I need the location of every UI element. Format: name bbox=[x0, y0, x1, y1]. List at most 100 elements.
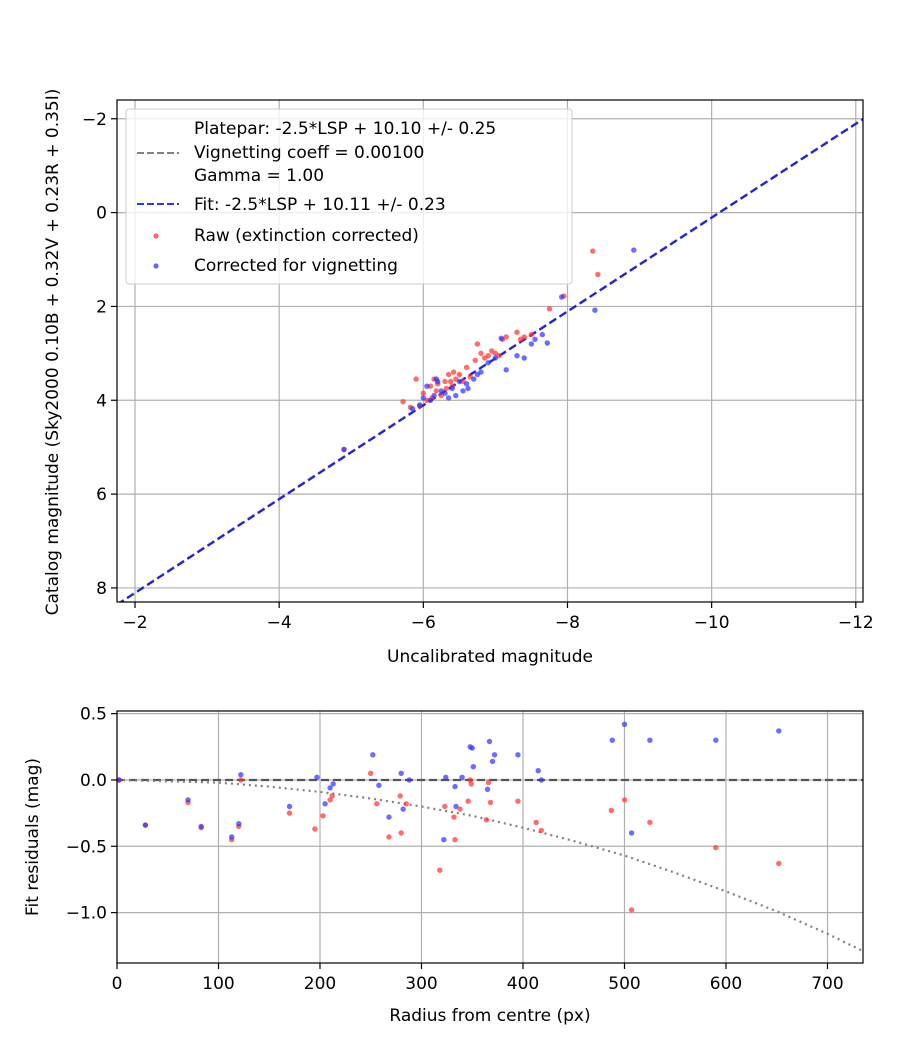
top-point-raw bbox=[463, 364, 470, 371]
top-point-raw bbox=[413, 376, 419, 382]
top-x-ticks: −2 −4 −6 −8 −10 −12 bbox=[122, 602, 874, 633]
bottom-point-raw bbox=[713, 844, 719, 851]
bottom-point-corrected bbox=[486, 738, 493, 745]
top-points bbox=[341, 247, 637, 453]
top-point-corrected bbox=[528, 341, 535, 347]
bottom-x-tick-label: 100 bbox=[202, 974, 234, 994]
top-point-raw bbox=[450, 369, 457, 375]
top-x-tick-label: −2 bbox=[122, 613, 147, 633]
legend-fit: Fit: -2.5*LSP + 10.11 +/- 0.23 bbox=[194, 195, 446, 215]
top-point-corrected bbox=[420, 395, 426, 401]
bottom-point-corrected bbox=[322, 801, 328, 807]
bottom-point-raw bbox=[468, 781, 474, 787]
bottom-y-ticks: 0.5 0.0 −0.5 −1.0 bbox=[66, 705, 117, 924]
legend-corrected: Corrected for vignetting bbox=[194, 256, 398, 276]
top-x-axis-label: Uncalibrated magnitude bbox=[387, 647, 593, 667]
residuals-scatter-chart: 0 100 200 300 400 500 600 700 0.5 0.0 −0.5 −1.0 Ra… bbox=[23, 705, 864, 1026]
top-point-corrected bbox=[471, 376, 477, 382]
bottom-point-raw bbox=[487, 799, 494, 806]
bottom-x-axis-label: Radius from centre (px) bbox=[389, 1006, 590, 1026]
bottom-point-raw bbox=[327, 797, 333, 803]
top-point-corrected bbox=[417, 402, 423, 408]
bottom-x-tick-label: 700 bbox=[811, 974, 843, 994]
bottom-point-raw bbox=[386, 834, 392, 840]
bottom-point-corrected bbox=[538, 777, 544, 783]
top-x-tick-label: −8 bbox=[555, 613, 580, 633]
top-point-corrected bbox=[427, 397, 434, 403]
bottom-point-corrected bbox=[238, 772, 244, 778]
bottom-point-raw bbox=[776, 860, 782, 867]
top-point-corrected bbox=[456, 378, 463, 385]
bottom-point-corrected bbox=[459, 774, 465, 780]
bottom-point-corrected bbox=[470, 764, 476, 770]
bottom-point-raw bbox=[451, 814, 457, 820]
bottom-point-raw bbox=[397, 793, 403, 799]
bottom-point-corrected bbox=[515, 752, 521, 758]
calibration-scatter-chart: −2 −4 −6 −8 −10 −12 −2 0 2 4 6 8 Uncalibrated magn… bbox=[43, 89, 874, 667]
top-point-raw bbox=[474, 341, 481, 347]
bottom-point-raw bbox=[452, 837, 458, 843]
top-point-raw bbox=[590, 248, 596, 254]
top-y-tick-label: 8 bbox=[96, 579, 107, 599]
top-point-corrected bbox=[544, 340, 550, 346]
bottom-point-raw bbox=[320, 813, 326, 819]
top-point-corrected bbox=[449, 385, 455, 392]
top-point-corrected bbox=[424, 383, 430, 389]
top-point-corrected bbox=[478, 369, 484, 375]
bottom-grid bbox=[116, 711, 863, 963]
bottom-x-tick-label: 200 bbox=[304, 974, 336, 994]
bottom-y-tick-label: −0.5 bbox=[66, 837, 107, 857]
bottom-point-raw bbox=[374, 801, 380, 807]
bottom-point-corrected bbox=[609, 737, 615, 743]
top-point-corrected bbox=[453, 392, 459, 399]
bottom-x-ticks: 0 100 200 300 400 500 600 700 bbox=[112, 963, 844, 994]
bottom-point-corrected bbox=[621, 721, 628, 727]
top-point-corrected bbox=[431, 392, 437, 399]
top-point-corrected bbox=[532, 336, 538, 342]
bottom-point-corrected bbox=[443, 774, 449, 780]
top-point-raw bbox=[521, 334, 527, 340]
top-point-raw bbox=[472, 357, 478, 364]
top-point-corrected bbox=[539, 331, 545, 338]
bottom-line-vignetting-curve bbox=[117, 778, 863, 953]
bottom-point-corrected bbox=[286, 803, 293, 810]
top-point-raw bbox=[478, 350, 484, 356]
legend-vignetting: Vignetting coeff = 0.00100 bbox=[194, 143, 424, 163]
top-point-raw bbox=[433, 388, 439, 394]
bottom-point-raw bbox=[515, 798, 521, 804]
bottom-point-corrected bbox=[489, 758, 496, 765]
top-point-raw bbox=[528, 331, 535, 338]
bottom-x-tick-label: 500 bbox=[608, 974, 640, 994]
top-point-corrected bbox=[521, 355, 527, 361]
bottom-x-tick-label: 400 bbox=[507, 974, 539, 994]
top-x-tick-label: −4 bbox=[267, 613, 292, 633]
top-point-corrected bbox=[460, 388, 466, 394]
bottom-point-corrected bbox=[142, 822, 149, 828]
bottom-y-tick-label: 0.0 bbox=[80, 771, 107, 791]
bottom-point-corrected bbox=[370, 752, 376, 758]
top-point-corrected bbox=[514, 353, 520, 359]
legend-corrected-marker bbox=[153, 263, 159, 269]
bottom-point-raw bbox=[608, 807, 614, 814]
bottom-point-corrected bbox=[484, 786, 491, 792]
bottom-point-raw bbox=[483, 817, 490, 823]
bottom-point-raw bbox=[538, 827, 544, 834]
bottom-point-corrected bbox=[314, 774, 320, 780]
bottom-point-corrected bbox=[398, 770, 404, 776]
bottom-point-corrected bbox=[400, 806, 406, 812]
top-point-corrected bbox=[445, 395, 452, 401]
bottom-point-corrected bbox=[236, 821, 242, 827]
bottom-y-tick-label: −1.0 bbox=[66, 904, 107, 924]
top-point-corrected bbox=[435, 378, 441, 385]
top-point-corrected bbox=[592, 307, 598, 313]
bottom-point-corrected bbox=[376, 782, 382, 788]
top-point-corrected bbox=[442, 390, 448, 396]
top-y-tick-label: 4 bbox=[96, 391, 107, 411]
legend: Platepar: -2.5*LSP + 10.10 +/- 0.25 Vign… bbox=[125, 108, 573, 285]
bottom-point-corrected bbox=[713, 737, 719, 743]
top-x-tick-label: −6 bbox=[411, 613, 436, 633]
bottom-point-raw bbox=[485, 779, 492, 786]
top-point-corrected bbox=[503, 367, 509, 373]
top-point-raw bbox=[445, 371, 452, 378]
top-x-tick-label: −12 bbox=[838, 613, 874, 633]
